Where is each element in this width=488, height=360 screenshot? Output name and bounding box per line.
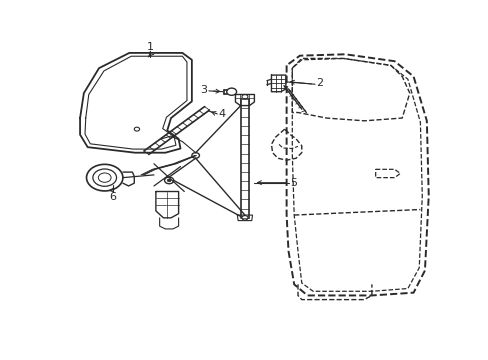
Circle shape [167,179,171,182]
Text: 2: 2 [316,78,323,89]
Text: 4: 4 [218,109,225,119]
Text: 6: 6 [109,192,117,202]
Text: 1: 1 [146,41,153,51]
Text: 5: 5 [290,177,297,188]
Text: 3: 3 [200,85,206,95]
